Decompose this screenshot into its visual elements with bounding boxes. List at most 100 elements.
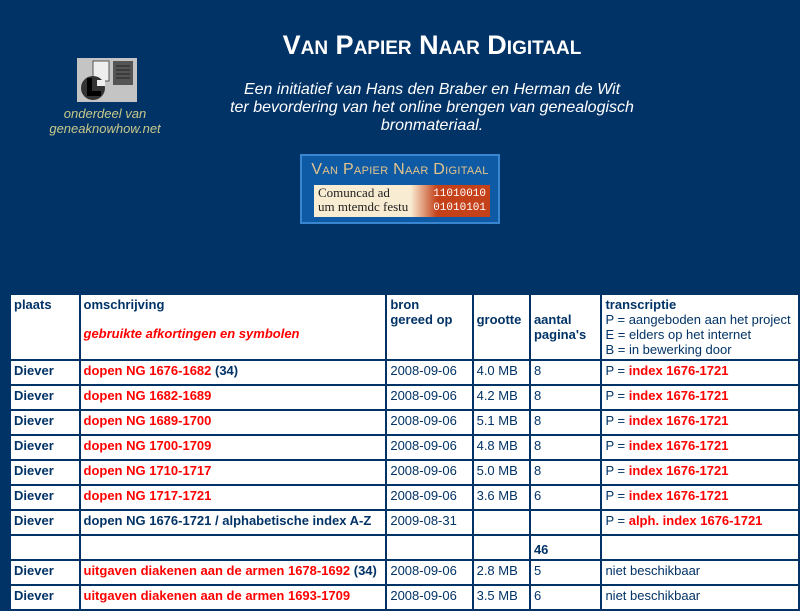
cell-omschrijving: dopen NG 1689-1700 bbox=[78, 409, 388, 436]
cell-omschrijving: uitgaven diakenen aan de armen 1693-1709 bbox=[78, 584, 388, 611]
cell-size bbox=[471, 509, 531, 536]
banner-binary-text: 11010010 01010101 bbox=[433, 187, 486, 215]
cell-transcriptie: P = alph. index 1676-1721 bbox=[600, 509, 800, 536]
cell-pages: 5 bbox=[528, 559, 603, 586]
scan-link[interactable]: dopen NG 1689-1700 bbox=[83, 413, 212, 428]
table-row: Diever dopen NG 1676-1682 (34) 2008-09-06 4… bbox=[9, 359, 800, 386]
cell-transcriptie: P = index 1676-1721 bbox=[600, 459, 800, 486]
cell-transcriptie: P = index 1676-1721 bbox=[600, 409, 800, 436]
scan-link[interactable]: uitgaven diakenen aan de armen 1693-1709 bbox=[83, 588, 351, 603]
scan-link[interactable]: dopen NG 1710-1717 bbox=[83, 463, 212, 478]
scan-link[interactable]: uitgaven diakenen aan de armen 1678-1692 bbox=[83, 563, 351, 578]
index-link[interactable]: index 1676-1721 bbox=[628, 463, 729, 478]
cell-plaats: Diever bbox=[9, 384, 81, 411]
cell-transcriptie: P = index 1676-1721 bbox=[600, 484, 800, 511]
abbreviations-link[interactable]: gebruikte afkortingen en symbolen bbox=[83, 326, 300, 341]
cell-date: 2008-09-06 bbox=[385, 409, 474, 436]
header-omschrijving-label: omschrijving bbox=[83, 297, 165, 312]
count-note: (34) bbox=[211, 363, 239, 378]
scan-link[interactable]: dopen NG 1682-1689 bbox=[83, 388, 212, 403]
cell-date: 2008-09-06 bbox=[385, 559, 474, 586]
cell-date: 2008-09-06 bbox=[385, 584, 474, 611]
banner-title: Van Papier Naar Digitaal bbox=[311, 161, 489, 178]
index-link[interactable]: index 1676-1721 bbox=[628, 413, 729, 428]
header-line: bron bbox=[390, 297, 420, 312]
cell-transcriptie bbox=[600, 534, 800, 561]
cell-plaats: Diever bbox=[9, 434, 81, 461]
intro-line: bronmateriaal. bbox=[380, 117, 484, 134]
cell-plaats: Diever bbox=[9, 359, 81, 386]
cell-date: 2008-09-06 bbox=[385, 484, 474, 511]
page-title: Van Papier Naar Digitaal bbox=[282, 30, 582, 60]
cell-size: 4.8 MB bbox=[471, 434, 531, 461]
header-transcriptie-label: transcriptie bbox=[605, 297, 677, 312]
description-text: dopen NG 1676-1721 / alphabetische index… bbox=[83, 513, 372, 528]
scan-link[interactable]: dopen NG 1700-1709 bbox=[83, 438, 212, 453]
table-row: Diever uitgaven diakenen aan de armen 167… bbox=[9, 559, 800, 586]
sources-table: plaats omschrijving gebruikte afkortingen… bbox=[9, 293, 800, 611]
index-link[interactable]: alph. index 1676-1721 bbox=[628, 513, 763, 528]
header-line: aantal bbox=[533, 312, 572, 327]
scan-link[interactable]: dopen NG 1676-1682 bbox=[83, 363, 212, 378]
table-row: Diever dopen NG 1710-1717 2008-09-06 5.0 MB… bbox=[9, 459, 800, 486]
cell-omschrijving: dopen NG 1682-1689 bbox=[78, 384, 388, 411]
header-omschrijving: omschrijving gebruikte afkortingen en sym… bbox=[78, 293, 388, 361]
cell-omschrijving: dopen NG 1676-1682 (34) bbox=[78, 359, 388, 386]
transcription-status: P = bbox=[605, 488, 629, 503]
transcription-status: P = bbox=[605, 438, 629, 453]
header-line: gereed op bbox=[390, 312, 453, 327]
table-row: Diever dopen NG 1700-1709 2008-09-06 4.8 MB… bbox=[9, 434, 800, 461]
banner-strip: Comuncad ad um mtemdc festu 11010010 01010… bbox=[314, 185, 490, 217]
scan-link[interactable]: dopen NG 1717-1721 bbox=[83, 488, 212, 503]
table-row: Diever dopen NG 1676-1721 / alphabetische… bbox=[9, 509, 800, 536]
table-row: 46 bbox=[9, 534, 800, 561]
index-link[interactable]: index 1676-1721 bbox=[628, 363, 729, 378]
cell-date: 2008-09-06 bbox=[385, 359, 474, 386]
cell-transcriptie: P = index 1676-1721 bbox=[600, 359, 800, 386]
legend-line: P = aangeboden aan het project bbox=[605, 312, 791, 327]
header-grootte: grootte bbox=[471, 293, 531, 361]
index-link[interactable]: index 1676-1721 bbox=[628, 388, 729, 403]
intro-text: Een initiatief van Hans den Braber en He… bbox=[222, 81, 642, 135]
transcription-status: P = bbox=[605, 513, 629, 528]
part-of-link[interactable]: onderdeel van geneaknowhow.net bbox=[30, 106, 180, 136]
intro-line: ter bevordering van het online brengen v… bbox=[230, 99, 634, 116]
banner-logo: Van Papier Naar Digitaal Comuncad ad um m… bbox=[300, 154, 500, 224]
gothic-line: Comuncad ad bbox=[318, 185, 390, 200]
cell-date: 2008-09-06 bbox=[385, 459, 474, 486]
table-row: Diever dopen NG 1689-1700 2008-09-06 5.1 MB… bbox=[9, 409, 800, 436]
part-of-label: onderdeel van bbox=[63, 106, 147, 121]
cell-transcriptie: niet beschikbaar bbox=[600, 584, 800, 611]
cell-omschrijving: dopen NG 1717-1721 bbox=[78, 484, 388, 511]
index-link[interactable]: index 1676-1721 bbox=[628, 488, 729, 503]
cell-date: 2008-09-06 bbox=[385, 384, 474, 411]
cell-pages: 8 bbox=[528, 434, 603, 461]
binary-line: 11010010 bbox=[433, 188, 486, 200]
cell-plaats: Diever bbox=[9, 459, 81, 486]
table-row: Diever uitgaven diakenen aan de armen 169… bbox=[9, 584, 800, 611]
cell-omschrijving bbox=[78, 534, 388, 561]
cell-pages: 46 bbox=[528, 534, 603, 561]
cell-size bbox=[471, 534, 531, 561]
gothic-line: um mtemdc festu bbox=[318, 199, 409, 214]
index-link[interactable]: index 1676-1721 bbox=[628, 438, 729, 453]
geneaknowhow-logo[interactable] bbox=[77, 58, 137, 102]
geneaknowhow-link[interactable]: geneaknowhow.net bbox=[49, 121, 161, 136]
cell-size: 4.0 MB bbox=[471, 359, 531, 386]
cell-transcriptie: P = index 1676-1721 bbox=[600, 434, 800, 461]
header-plaats: plaats bbox=[9, 293, 81, 361]
cell-pages: 8 bbox=[528, 459, 603, 486]
cell-size: 5.0 MB bbox=[471, 459, 531, 486]
legend-line: E = elders op het internet bbox=[605, 327, 752, 342]
books-icon bbox=[81, 60, 133, 100]
table-header-row: plaats omschrijving gebruikte afkortingen… bbox=[9, 293, 800, 361]
cell-plaats: Diever bbox=[9, 509, 81, 536]
cell-size: 2.8 MB bbox=[471, 559, 531, 586]
transcription-status: P = bbox=[605, 363, 629, 378]
header-bron: bron gereed op bbox=[385, 293, 474, 361]
cell-pages bbox=[528, 509, 603, 536]
cell-omschrijving: dopen NG 1710-1717 bbox=[78, 459, 388, 486]
cell-pages: 6 bbox=[528, 584, 603, 611]
cell-size: 4.2 MB bbox=[471, 384, 531, 411]
header-line: pagina's bbox=[533, 327, 587, 342]
